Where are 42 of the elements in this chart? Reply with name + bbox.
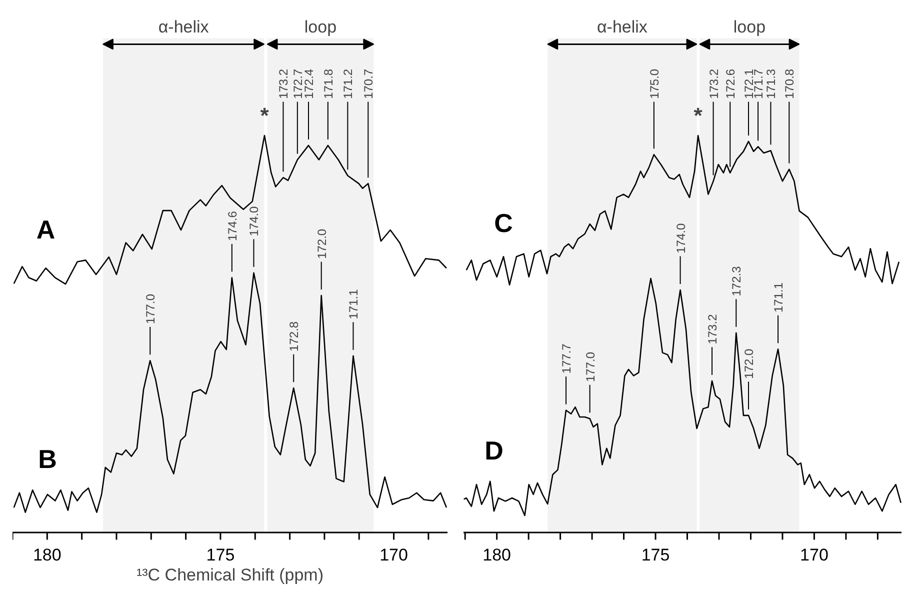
annotation: 172.3 <box>730 266 744 296</box>
annotation: 170.8 <box>782 68 797 99</box>
annotation: 173.2 <box>276 68 291 99</box>
annotation: 171.3 <box>764 68 778 99</box>
band-label: α-helix <box>596 17 648 36</box>
annotation: 172.0 <box>314 228 329 259</box>
series-label: A <box>36 214 56 244</box>
annotation: * <box>260 103 270 128</box>
annotation: 173.2 <box>706 314 720 344</box>
annotation: 177.7 <box>560 343 574 374</box>
annotation: * <box>694 103 703 128</box>
annotation: 175.0 <box>647 68 662 99</box>
annotation: 171.2 <box>341 68 356 99</box>
annotation: 171.1 <box>346 288 361 320</box>
annotation: 177.0 <box>144 294 158 324</box>
annotation: 171.8 <box>321 68 336 99</box>
x-tick-label: 170 <box>380 546 408 564</box>
annotation: 174.0 <box>674 223 688 254</box>
series-label: C <box>494 208 514 238</box>
band-label: α-helix <box>158 17 210 36</box>
annotation: 171.1 <box>772 282 786 313</box>
annotation: 172.0 <box>742 348 756 379</box>
annotation: 172.7 <box>290 68 305 99</box>
band-label: loop <box>733 17 766 36</box>
x-axis-title: ¹³C Chemical Shift (ppm) <box>136 566 324 584</box>
band-label: loop <box>304 17 337 36</box>
annotation: 174.0 <box>247 206 262 236</box>
series-label: D <box>484 435 504 466</box>
annotation: 172.4 <box>302 68 316 99</box>
annotation: 171.7 <box>752 68 766 99</box>
annotation: 173.2 <box>706 68 721 99</box>
annotation: 172.6 <box>724 68 738 99</box>
annotation: 170.7 <box>362 68 376 99</box>
x-tick-label: 180 <box>482 546 512 564</box>
annotation: 172.8 <box>287 321 302 352</box>
annotation: 177.0 <box>583 352 598 382</box>
series-label: B <box>38 444 57 474</box>
x-tick-label: 175 <box>641 546 670 564</box>
x-tick-label: 175 <box>206 546 235 564</box>
x-tick-label: 170 <box>800 546 828 564</box>
x-tick-label: 180 <box>32 546 62 564</box>
annotation: 174.6 <box>225 210 240 242</box>
